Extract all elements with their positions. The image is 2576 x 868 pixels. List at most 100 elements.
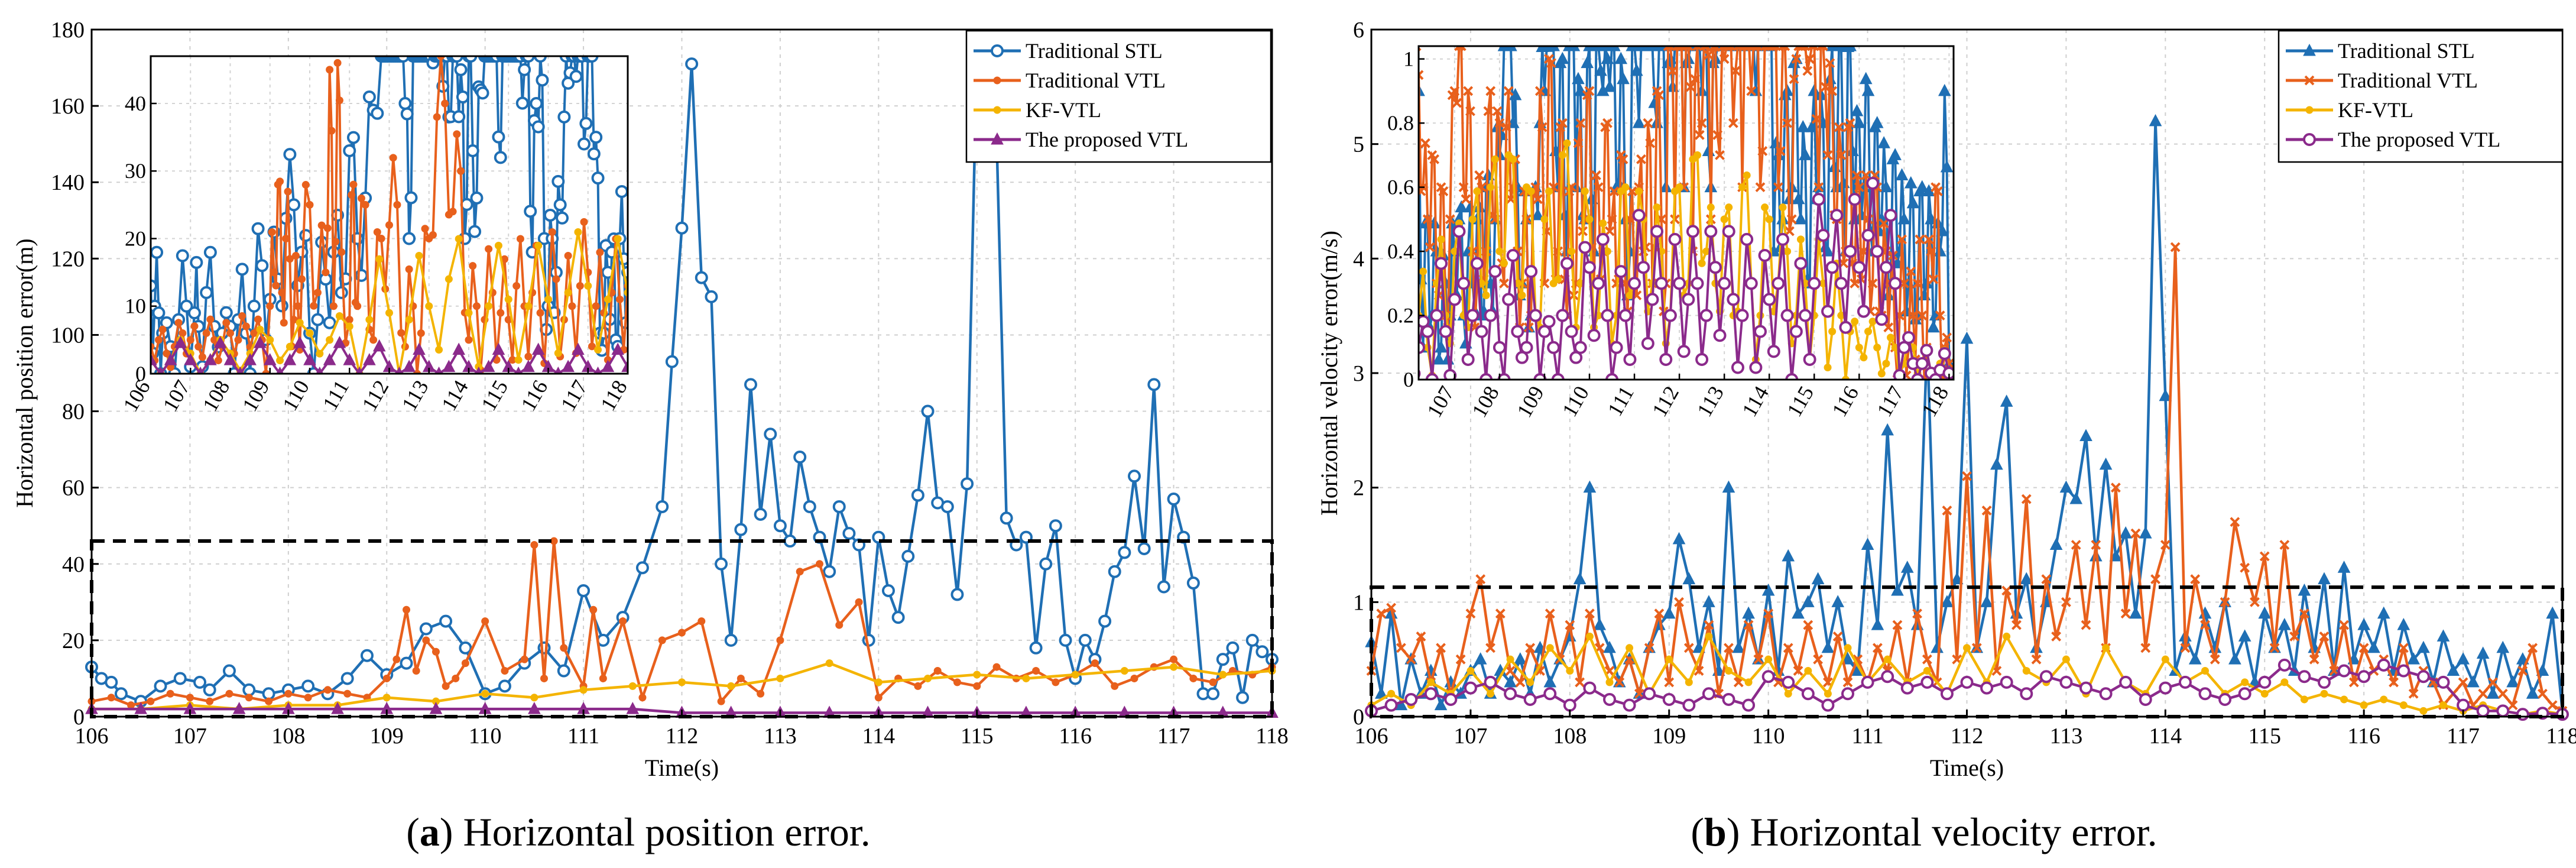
inset-data-point	[1848, 193, 1861, 206]
inset-data-point	[313, 289, 322, 297]
data-point	[2071, 540, 2081, 550]
inset-data-point	[1722, 225, 1735, 238]
data-point	[225, 689, 233, 698]
inset-data-point	[1917, 310, 1928, 320]
data-point	[2358, 643, 2369, 653]
inset-data-point	[1724, 46, 1734, 51]
inset-data-point	[1812, 193, 1825, 206]
inset-data-point	[285, 342, 294, 351]
inset-y-tick-label: 0.2	[1387, 304, 1414, 328]
data-point	[2298, 670, 2311, 684]
inset-data-point	[187, 306, 201, 320]
data-point	[1664, 677, 1675, 688]
inset-data-point	[1704, 50, 1714, 60]
inset-data-point	[1521, 214, 1532, 225]
inset-data-point	[554, 349, 562, 357]
data-point	[914, 682, 922, 690]
inset-data-point	[371, 106, 384, 120]
data-point	[1603, 640, 1616, 653]
inset-data-point	[1789, 74, 1799, 85]
data-point	[2258, 606, 2272, 619]
data-point	[881, 584, 895, 597]
inset-data-point	[327, 127, 336, 135]
inset-data-point	[1765, 215, 1773, 224]
inset-data-point	[163, 349, 171, 358]
inset-data-point	[1897, 234, 1907, 245]
data-point	[2377, 606, 2390, 619]
inset-data-point	[1599, 219, 1607, 228]
inset-data-point	[1463, 86, 1474, 96]
inset-x-tick-label: 110	[278, 376, 314, 415]
inset-data-point	[1457, 277, 1471, 290]
data-point	[783, 535, 797, 548]
x-tick-label: 112	[1951, 724, 1984, 749]
inset-data-point	[1713, 329, 1727, 342]
inset-data-point	[465, 336, 473, 344]
inset-data-point	[1527, 187, 1535, 196]
inset-data-point	[1452, 225, 1466, 238]
inset-data-point	[389, 154, 397, 162]
inset-data-point	[1855, 344, 1863, 352]
inset-data-point	[393, 200, 401, 209]
inset-data-point	[348, 191, 356, 199]
data-point	[2110, 482, 2121, 493]
inset-data-point	[1455, 200, 1468, 213]
data-point	[2496, 640, 2510, 653]
inset-data-point	[345, 322, 353, 331]
inset-data-point	[1830, 209, 1844, 222]
data-point	[933, 667, 942, 675]
y-tick-label: 2	[1353, 476, 1364, 501]
data-point	[1744, 678, 1753, 686]
inset-data-point	[604, 295, 612, 303]
inset-data-point	[1690, 74, 1701, 85]
inset-data-point	[1456, 46, 1467, 51]
inset-data-point	[1452, 98, 1462, 108]
inset-data-point	[1474, 170, 1485, 180]
data-point	[921, 705, 935, 718]
inset-x-tick-label: 115	[476, 376, 512, 415]
inset-data-point	[1699, 309, 1713, 322]
inset-data-point	[1673, 277, 1686, 290]
inset-data-point	[1908, 310, 1918, 320]
y-tick-label: 60	[62, 476, 85, 501]
inset-frame	[1417, 45, 1955, 381]
x-axis-title: Time(s)	[645, 754, 719, 781]
inset-data-point	[1557, 118, 1568, 128]
inset-data-point	[322, 268, 330, 277]
inset-data-point	[1828, 328, 1837, 336]
data-point	[1049, 519, 1062, 533]
inset-data-point	[198, 353, 206, 361]
data-point	[1525, 643, 1536, 653]
legend-item: The proposed VTL	[2286, 128, 2500, 151]
data-point	[1793, 666, 1803, 676]
inset-data-point	[306, 200, 314, 209]
inset-data-point	[576, 281, 584, 290]
data-point	[1940, 687, 1954, 701]
data-point	[619, 617, 627, 626]
data-point	[530, 541, 538, 549]
inset-data-point	[266, 302, 274, 310]
inset-data-point	[268, 228, 276, 237]
inset-data-point	[235, 263, 249, 276]
data-point	[2061, 597, 2071, 607]
data-point	[1593, 617, 1607, 630]
inset-data-point	[1744, 277, 1758, 290]
x-tick-label: 113	[764, 724, 797, 749]
data-point	[127, 701, 135, 710]
inset-data-point	[1844, 245, 1857, 258]
x-tick-label: 115	[2248, 724, 2281, 749]
inset-data-point	[494, 241, 502, 250]
x-tick-label: 113	[2050, 724, 2083, 749]
inset-data-point	[585, 56, 599, 63]
data-point	[2258, 675, 2272, 689]
x-tick-label: 107	[173, 724, 207, 749]
inset-data-point	[1584, 86, 1595, 96]
inset-data-point	[329, 302, 338, 310]
inset-data-point	[316, 349, 324, 358]
inset-data-point	[1693, 151, 1702, 159]
data-point	[2299, 608, 2309, 619]
data-point	[520, 655, 528, 663]
data-point	[1484, 675, 1497, 689]
data-point	[1792, 606, 1805, 619]
data-point	[1960, 331, 1974, 344]
